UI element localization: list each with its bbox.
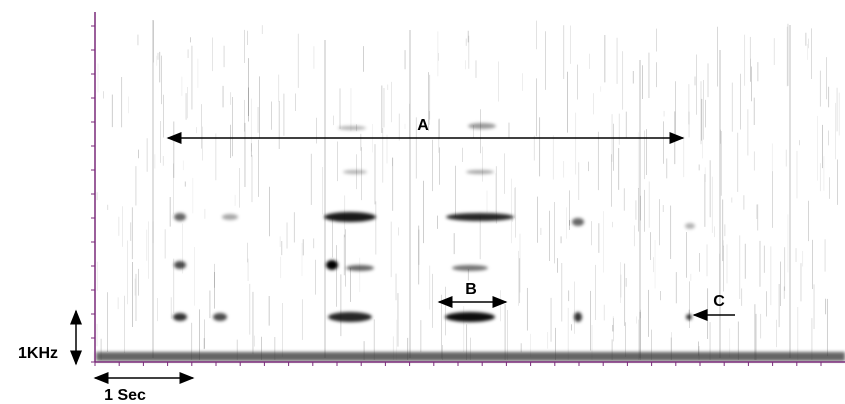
call-blob <box>468 123 496 129</box>
call-blob <box>173 313 187 321</box>
call-blob <box>685 223 695 229</box>
call-blob <box>213 313 227 321</box>
call-blob <box>338 126 366 130</box>
call-blob <box>452 265 488 271</box>
low-frequency-band <box>96 352 845 361</box>
call-blob <box>324 212 376 222</box>
call-blob <box>328 312 372 322</box>
call-blob <box>174 261 186 269</box>
call-blob <box>686 314 692 320</box>
call-blob <box>222 214 238 220</box>
axis-ticks <box>91 25 822 366</box>
call-blob <box>446 213 514 221</box>
call-blob <box>572 218 584 226</box>
label-c: C <box>713 293 725 310</box>
call-blob <box>343 170 367 174</box>
call-blob <box>574 312 582 322</box>
call-blob <box>174 213 186 221</box>
label-b: B <box>465 281 477 298</box>
call-blob <box>346 265 374 271</box>
call-blob <box>326 260 338 270</box>
call-blob <box>466 170 494 174</box>
call-blob <box>445 312 495 322</box>
frequency-scale-label: 1KHz <box>18 345 58 362</box>
label-a: A <box>417 117 429 134</box>
spectrogram-calls <box>173 123 695 322</box>
time-scale-label: 1 Sec <box>104 387 146 404</box>
